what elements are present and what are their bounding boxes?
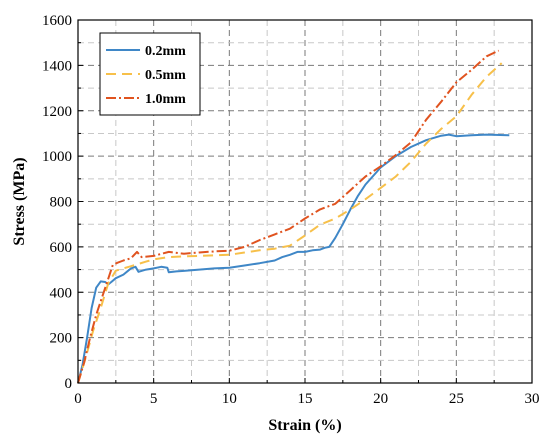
x-tick-label: 30 (525, 391, 540, 407)
legend-label-1.0mm: 1.0mm (145, 92, 186, 107)
x-tick-label: 20 (373, 391, 388, 407)
legend-label-0.5mm: 0.5mm (145, 68, 186, 83)
y-tick-label: 400 (50, 285, 73, 301)
series-line-0.5mm (77, 62, 503, 384)
y-tick-label: 200 (50, 331, 73, 347)
y-axis-title: Stress (MPa) (11, 157, 28, 245)
tick-labels: 0 5 10 15 20 25 30 0 200 400 600 800 1000 1200 1400 160… (42, 13, 540, 407)
y-tick-label: 1400 (42, 58, 72, 74)
y-tick-label: 1200 (42, 104, 72, 120)
y-tick-label: 800 (50, 195, 73, 211)
x-axis-title: Strain (%) (268, 417, 341, 434)
x-tick-label: 15 (298, 391, 313, 407)
legend: 0.2mm 0.5mm 1.0mm (99, 32, 201, 116)
legend-label-0.2mm: 0.2mm (145, 44, 186, 59)
y-tick-label: 0 (65, 376, 73, 392)
legend-box (99, 32, 201, 116)
axis-ticks (77, 19, 533, 384)
y-tick-label: 600 (50, 240, 73, 256)
x-tick-label: 5 (150, 391, 158, 407)
y-tick-label: 1000 (42, 149, 72, 165)
y-tick-label: 1600 (42, 13, 72, 29)
x-tick-label: 10 (222, 391, 237, 407)
series-lines (77, 49, 510, 384)
x-tick-label: 25 (449, 391, 464, 407)
series-line-1.0mm (77, 49, 500, 384)
x-tick-label: 0 (74, 391, 82, 407)
